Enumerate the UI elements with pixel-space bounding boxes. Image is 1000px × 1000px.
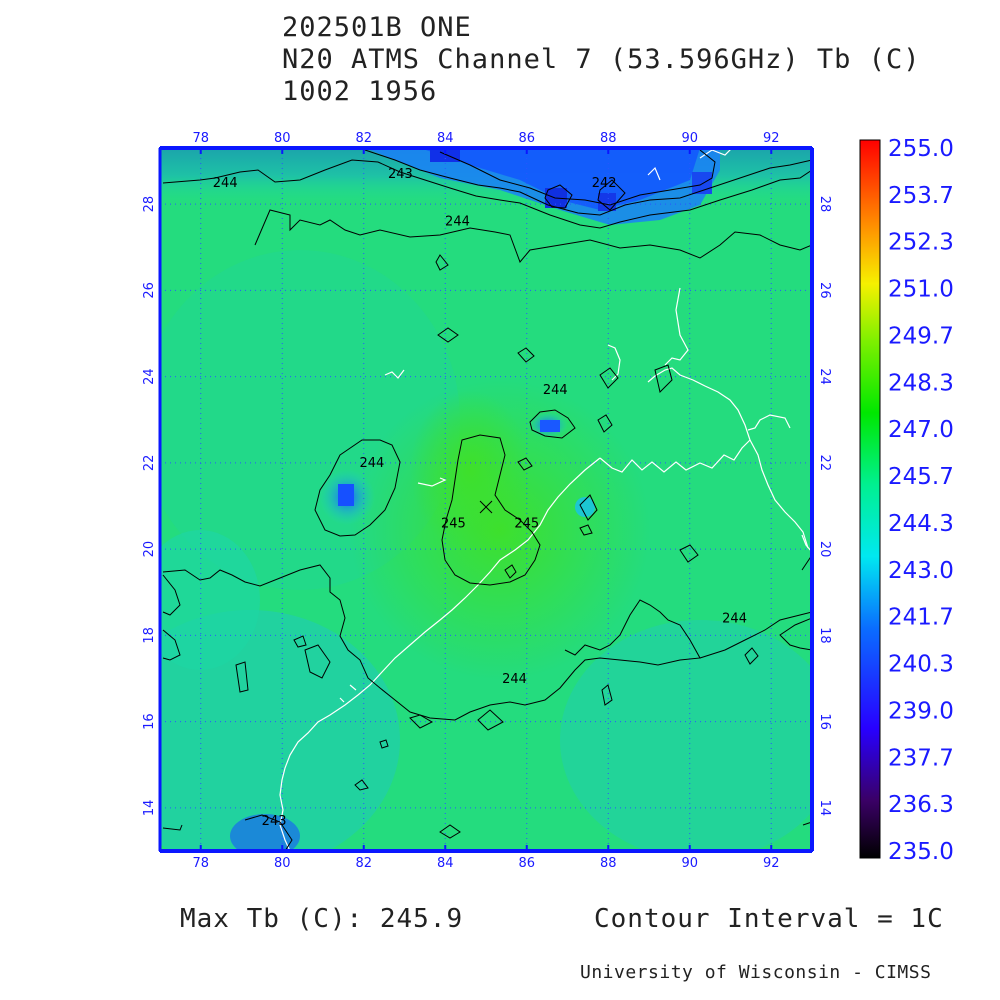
lon-tick-label-bottom-78: 78 — [192, 856, 209, 871]
colorbar-label-244.3: 244.3 — [888, 511, 954, 537]
lon-tick-label-top-92: 92 — [763, 131, 780, 146]
lon-tick-label-top-88: 88 — [600, 131, 617, 146]
contour-label-244: 244 — [543, 383, 568, 398]
title-line-1: 202501B ONE — [282, 12, 472, 43]
contour-label-245: 245 — [441, 517, 466, 532]
contour-label-244: 244 — [722, 611, 747, 626]
lon-tick-label-bottom-82: 82 — [355, 856, 372, 871]
colorbar-label-252.3: 252.3 — [888, 230, 954, 256]
colorbar-label-235.0: 235.0 — [888, 839, 954, 865]
lat-tick-label-right-28: 28 — [817, 196, 832, 213]
lat-tick-label-right-20: 20 — [817, 541, 832, 558]
lat-tick-label-right-26: 26 — [817, 282, 832, 299]
colorbar-label-243.0: 243.0 — [888, 558, 954, 584]
contour-labels: 244 243 242 244 244 244 245 245 244 244 243 — [213, 167, 747, 829]
colorbar-labels: 255.0 253.7 252.3 251.0 249.7 248.3 247.0 245.7… — [888, 136, 954, 865]
lon-tick-label-top-80: 80 — [274, 131, 291, 146]
lat-tick-label-left-22: 22 — [142, 455, 157, 472]
lat-tick-label-right-14: 14 — [817, 800, 832, 817]
lon-tick-label-top-90: 90 — [681, 131, 698, 146]
lon-tick-label-bottom-88: 88 — [600, 856, 617, 871]
contour-label-244: 244 — [213, 176, 238, 191]
lon-tick-label-top-78: 78 — [192, 131, 209, 146]
contour-label-243: 243 — [388, 167, 413, 182]
lon-tick-label-bottom-90: 90 — [681, 856, 698, 871]
colorbar-label-247.0: 247.0 — [888, 417, 954, 443]
contour-label-244: 244 — [359, 456, 384, 471]
lat-tick-label-left-14: 14 — [142, 800, 157, 817]
lat-tick-label-left-20: 20 — [142, 541, 157, 558]
lat-tick-label-right-16: 16 — [817, 713, 832, 730]
colorbar-label-255.0: 255.0 — [888, 136, 954, 162]
contour-label-245: 245 — [514, 517, 539, 532]
colorbar-label-240.3: 240.3 — [888, 652, 954, 678]
contour-label-242: 242 — [592, 176, 617, 191]
contour-label-243: 243 — [262, 814, 287, 829]
colorbar-label-239.0: 239.0 — [888, 698, 954, 724]
colorbar-label-248.3: 248.3 — [888, 370, 954, 396]
colorbar-label-253.7: 253.7 — [888, 183, 954, 209]
lon-tick-label-bottom-84: 84 — [437, 856, 454, 871]
lat-tick-label-right-22: 22 — [817, 455, 832, 472]
lon-tick-label-top-84: 84 — [437, 131, 454, 146]
lon-tick-label-top-86: 86 — [518, 131, 535, 146]
lon-tick-label-top-82: 82 — [355, 131, 372, 146]
contour-label-244: 244 — [445, 215, 470, 230]
contour-interval-text: Contour Interval = 1C — [594, 904, 944, 934]
lat-tick-label-right-24: 24 — [817, 368, 832, 385]
lon-tick-label-bottom-80: 80 — [274, 856, 291, 871]
colorbar-label-249.7: 249.7 — [888, 323, 954, 349]
credit-text: University of Wisconsin - CIMSS — [580, 962, 932, 983]
lat-tick-label-left-24: 24 — [142, 368, 157, 385]
map-grid — [160, 148, 812, 851]
colorbar-label-237.7: 237.7 — [888, 745, 954, 771]
contour-label-244: 244 — [502, 672, 527, 687]
colorbar-label-245.7: 245.7 — [888, 464, 954, 490]
lon-tick-label-bottom-92: 92 — [763, 856, 780, 871]
lat-tick-label-left-18: 18 — [142, 627, 157, 644]
axis-labels: 78 78 80 80 82 82 84 84 86 86 88 88 90 90 92 92 14 14 16 16… — [142, 131, 832, 871]
title-line-2: N20 ATMS Channel 7 (53.596GHz) Tb (C) — [282, 44, 921, 75]
lat-tick-label-left-16: 16 — [142, 713, 157, 730]
tb-field — [160, 148, 812, 851]
max-tb-text: Max Tb (C): 245.9 — [180, 904, 464, 934]
contour-lines — [162, 149, 812, 851]
colorbar — [859, 139, 881, 859]
colorbar-label-251.0: 251.0 — [888, 277, 954, 303]
lat-tick-label-left-28: 28 — [142, 196, 157, 213]
lat-tick-label-left-26: 26 — [142, 282, 157, 299]
colorbar-label-236.3: 236.3 — [888, 792, 954, 818]
colorbar-label-241.7: 241.7 — [888, 605, 954, 631]
lat-tick-label-right-18: 18 — [817, 627, 832, 644]
max-tb-marker — [479, 500, 493, 514]
title-line-3: 1002 1956 — [282, 76, 438, 107]
lon-tick-label-bottom-86: 86 — [518, 856, 535, 871]
coastline — [279, 148, 812, 851]
